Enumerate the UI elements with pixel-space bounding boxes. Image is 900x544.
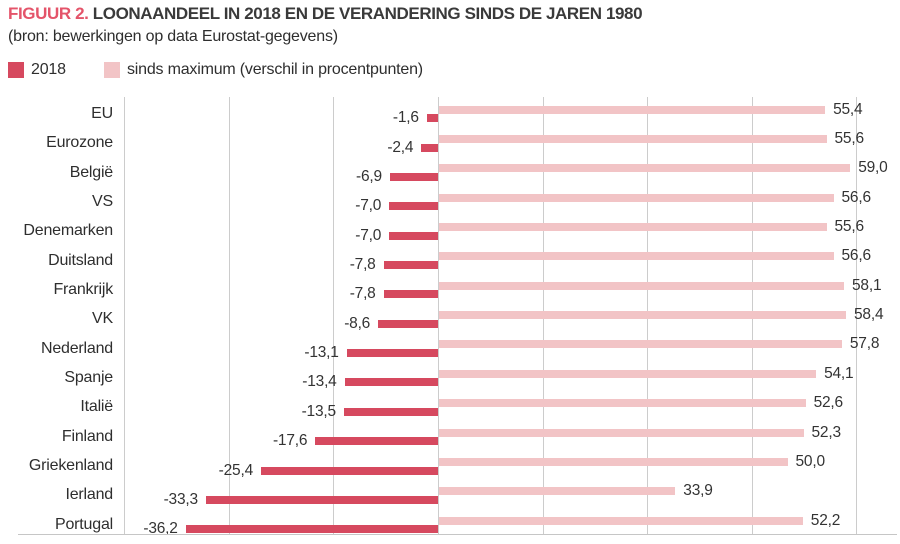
value-label-2018: -7,0 bbox=[355, 197, 382, 215]
bar-sinds-maximum bbox=[439, 399, 806, 408]
bar-2018 bbox=[378, 319, 438, 328]
value-label-2018: -36,2 bbox=[143, 520, 178, 538]
bar-2018 bbox=[421, 143, 438, 152]
category-label: Denemarken bbox=[23, 222, 113, 240]
value-label-sinds-maximum: 56,6 bbox=[841, 247, 872, 265]
value-label-sinds-maximum: 55,6 bbox=[834, 218, 865, 235]
chart-baseline bbox=[18, 534, 897, 535]
value-label-sinds-maximum: 33,9 bbox=[683, 482, 713, 500]
value-label-2018: -7,0 bbox=[355, 226, 382, 244]
gridline bbox=[438, 97, 439, 534]
bar-2018 bbox=[383, 261, 438, 270]
value-label-sinds-maximum: 54,1 bbox=[824, 364, 854, 382]
category-label: Italië bbox=[80, 398, 113, 416]
category-label: Frankrijk bbox=[53, 281, 113, 298]
value-label-sinds-maximum: 52,2 bbox=[810, 511, 841, 529]
value-label-2018: -8,6 bbox=[344, 314, 371, 332]
value-label-2018: -7,8 bbox=[349, 285, 376, 303]
value-label-2018: -33,3 bbox=[163, 490, 199, 508]
bar-sinds-maximum bbox=[439, 281, 844, 290]
category-label: Griekenland bbox=[28, 457, 113, 475]
bar-2018 bbox=[344, 378, 438, 387]
bar-2018 bbox=[389, 173, 438, 181]
value-label-sinds-maximum: 55,6 bbox=[834, 129, 865, 147]
category-label: Portugal bbox=[55, 515, 113, 533]
value-label-sinds-maximum: 52,3 bbox=[811, 423, 842, 441]
legend-label-sinds-maximum: sinds maximum (verschil in procentpunten… bbox=[127, 61, 423, 78]
value-label-2018: -25,4 bbox=[218, 461, 254, 479]
value-label-sinds-maximum: 56,6 bbox=[841, 188, 872, 206]
bar-2018 bbox=[383, 290, 438, 299]
title-text: LOONAANDEEL IN 2018 EN DE VERANDERING SI… bbox=[92, 4, 643, 23]
category-label: Nederland bbox=[40, 339, 113, 357]
value-label-sinds-maximum: 57,8 bbox=[849, 335, 880, 353]
category-label: EU bbox=[91, 104, 113, 122]
value-label-sinds-maximum: 55,4 bbox=[833, 100, 863, 118]
bar-sinds-maximum bbox=[439, 164, 851, 173]
bar-2018 bbox=[205, 495, 438, 504]
value-label-2018: -13,5 bbox=[301, 402, 337, 420]
legend-label-2018: 2018 bbox=[31, 61, 66, 78]
bar-2018 bbox=[343, 407, 438, 416]
bar-2018 bbox=[389, 202, 438, 211]
bar-2018 bbox=[185, 525, 438, 534]
value-label-2018: -13,1 bbox=[304, 344, 339, 362]
bar-sinds-maximum bbox=[439, 193, 834, 202]
value-label-sinds-maximum: 59,0 bbox=[858, 159, 888, 177]
bar-sinds-maximum bbox=[439, 340, 842, 349]
bar-sinds-maximum bbox=[439, 223, 827, 231]
bar-2018 bbox=[426, 114, 438, 123]
bar-2018 bbox=[346, 349, 438, 358]
bar-sinds-maximum bbox=[439, 134, 827, 143]
bar-2018 bbox=[315, 437, 438, 446]
value-label-sinds-maximum: 50,0 bbox=[795, 452, 826, 470]
category-label: Spanje bbox=[64, 369, 113, 387]
bar-sinds-maximum bbox=[439, 516, 803, 525]
chart-title: FIGUUR 2. LOONAANDEEL IN 2018 EN DE VERA… bbox=[8, 4, 643, 24]
gridline bbox=[124, 97, 126, 534]
category-label: Eurozone bbox=[46, 134, 113, 152]
category-label: Duitsland bbox=[48, 251, 113, 269]
category-label: VS bbox=[92, 193, 113, 210]
gridline bbox=[333, 97, 335, 534]
category-label: Ierland bbox=[65, 486, 113, 504]
bar-sinds-maximum bbox=[439, 369, 817, 378]
value-label-2018: -6,9 bbox=[355, 168, 382, 185]
bar-sinds-maximum bbox=[439, 487, 676, 496]
gridline bbox=[856, 97, 858, 534]
category-label: Finland bbox=[61, 427, 113, 445]
bar-sinds-maximum bbox=[439, 457, 788, 466]
bar-sinds-maximum bbox=[439, 311, 846, 320]
bar-2018 bbox=[389, 231, 438, 240]
category-label: VK bbox=[92, 310, 113, 328]
figure-number-label: FIGUUR 2. bbox=[8, 4, 89, 23]
value-label-sinds-maximum: 58,1 bbox=[852, 276, 882, 294]
value-label-2018: -2,4 bbox=[387, 138, 414, 156]
bar-sinds-maximum bbox=[439, 428, 804, 437]
bar-2018 bbox=[261, 466, 438, 475]
category-label: België bbox=[69, 163, 113, 181]
legend-swatch-2018 bbox=[8, 62, 24, 78]
value-label-2018: -17,6 bbox=[272, 432, 308, 450]
value-label-sinds-maximum: 52,6 bbox=[813, 394, 844, 412]
legend-item-2018: 2018 bbox=[8, 61, 66, 79]
gridline bbox=[228, 97, 230, 534]
bar-sinds-maximum bbox=[439, 252, 834, 261]
value-label-2018: -13,4 bbox=[302, 373, 337, 391]
legend-swatch-sinds-maximum bbox=[104, 62, 120, 78]
bar-sinds-maximum bbox=[439, 105, 826, 114]
value-label-sinds-maximum: 58,4 bbox=[854, 306, 884, 324]
source-note: (bron: bewerkingen op data Eurostat-gege… bbox=[8, 28, 338, 45]
value-label-2018: -1,6 bbox=[392, 109, 419, 127]
value-label-2018: -7,8 bbox=[349, 256, 376, 274]
legend-item-sinds-maximum: sinds maximum (verschil in procentpunten… bbox=[104, 61, 423, 79]
